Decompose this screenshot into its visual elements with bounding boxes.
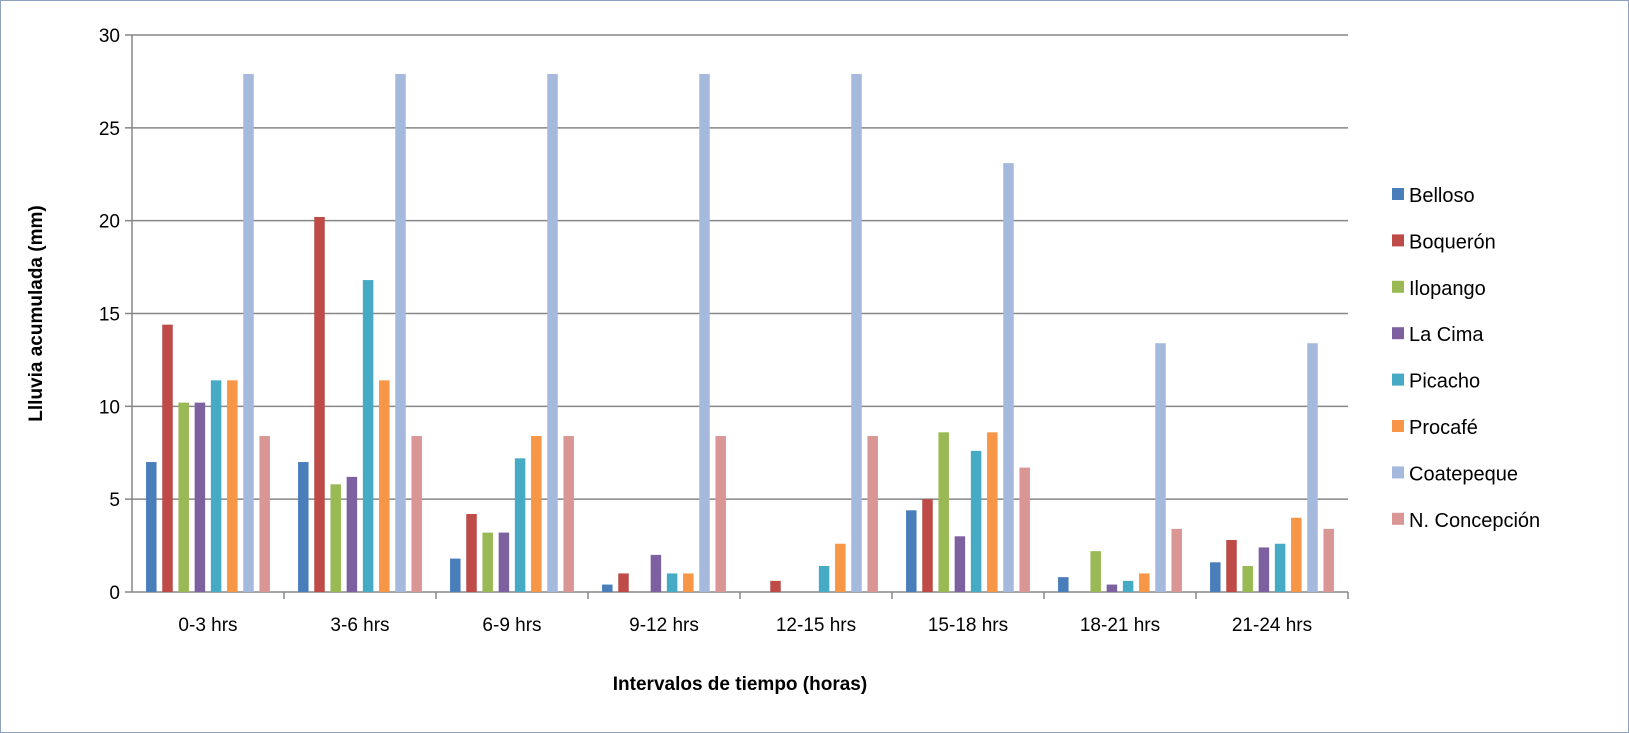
legend-swatch [1392, 327, 1404, 340]
bar [1171, 528, 1182, 592]
bar [851, 73, 862, 593]
bar [1155, 343, 1166, 592]
bar [650, 554, 662, 592]
bar [666, 573, 678, 592]
bar [683, 573, 694, 592]
bar [1106, 584, 1118, 592]
bar [970, 450, 982, 592]
bar [770, 580, 781, 592]
bar [547, 73, 558, 593]
bar [395, 73, 406, 593]
legend-swatch [1392, 512, 1404, 525]
bar [1242, 566, 1253, 592]
bar [906, 510, 917, 592]
bar [1139, 573, 1150, 592]
bar [298, 462, 309, 592]
bar [178, 402, 189, 592]
legend-label: La Cima [1409, 324, 1484, 346]
x-tick-label: 21-24 hrs [1232, 615, 1312, 636]
bar [1090, 551, 1101, 592]
legend-label: Picacho [1409, 371, 1480, 393]
y-tick-label: 30 [99, 26, 120, 47]
bar [1307, 343, 1318, 592]
legend-swatch [1392, 188, 1404, 200]
bar [227, 380, 238, 592]
x-tick-label: 12-15 hrs [776, 615, 856, 636]
bar [1274, 543, 1286, 592]
legend-swatch [1392, 420, 1404, 432]
x-tick-label: 0-3 hrs [178, 615, 237, 636]
legend-swatch [1392, 280, 1404, 293]
legend-label: Ilopango [1409, 278, 1486, 300]
x-tick-label: 9-12 hrs [629, 615, 699, 636]
bar [243, 73, 254, 593]
legend-label: Boquerón [1409, 231, 1496, 253]
y-tick-label: 15 [99, 305, 120, 326]
y-tick-label: 5 [109, 490, 120, 511]
y-tick-label: 0 [109, 583, 120, 604]
bar [466, 514, 477, 592]
x-tick-label: 3-6 hrs [330, 615, 389, 636]
legend-swatch [1392, 466, 1404, 479]
bar [715, 436, 726, 592]
y-axis-title: Llluvia acumulada (mm) [26, 205, 47, 421]
bar [210, 380, 222, 592]
x-axis-title: Intervalos de tiempo (horas) [613, 674, 867, 695]
bar [330, 484, 341, 592]
bar [314, 216, 325, 592]
legend-label: Belloso [1409, 185, 1475, 207]
y-tick-label: 20 [99, 212, 120, 233]
bar [450, 558, 461, 592]
bar [1003, 163, 1014, 593]
x-tick-label: 15-18 hrs [928, 615, 1008, 636]
y-tick-label: 25 [99, 119, 120, 140]
bar [411, 436, 422, 592]
bar [1122, 580, 1134, 592]
bar [1210, 562, 1221, 592]
bar [146, 462, 157, 592]
bar [987, 432, 998, 592]
bar [699, 73, 710, 593]
bar [922, 499, 933, 592]
bar [346, 476, 358, 592]
bar [162, 324, 173, 592]
legend-label: Procafé [1409, 417, 1478, 439]
bar [818, 566, 830, 592]
legend-swatch [1392, 373, 1404, 386]
legend-label: N. Concepción [1409, 510, 1540, 532]
bar [194, 402, 206, 592]
bar [1291, 517, 1302, 592]
y-tick-label: 10 [99, 397, 120, 418]
bar [602, 584, 613, 592]
bar [867, 436, 878, 592]
bar [514, 458, 526, 592]
bar [362, 280, 374, 592]
bar [1226, 540, 1237, 592]
x-tick-label: 6-9 hrs [482, 615, 541, 636]
legend-swatch [1392, 234, 1404, 247]
bar [259, 436, 270, 592]
bar [835, 543, 846, 592]
bar [482, 532, 493, 592]
bar [1258, 547, 1270, 592]
bar [563, 436, 574, 592]
legend-label: Coatepeque [1409, 463, 1518, 485]
bar [938, 432, 949, 592]
bar [1323, 528, 1334, 592]
bar [379, 380, 390, 592]
bar [1058, 577, 1069, 592]
bar [531, 436, 542, 592]
bar [618, 573, 629, 592]
x-tick-label: 18-21 hrs [1080, 615, 1160, 636]
bar [498, 532, 510, 592]
bar [954, 536, 966, 592]
bar [1019, 467, 1030, 592]
